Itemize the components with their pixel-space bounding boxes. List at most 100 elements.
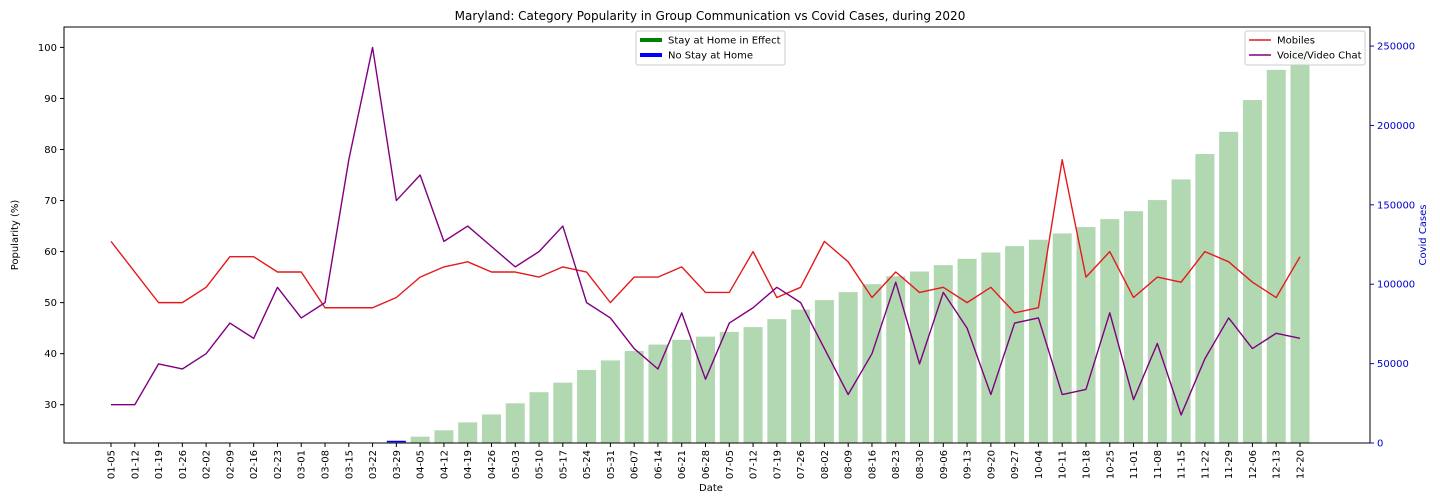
x-tick-label: 11-15 — [1177, 450, 1188, 479]
covid-cases-bar — [886, 276, 906, 443]
x-tick-label: 08-02 — [820, 450, 831, 479]
covid-cases-bar — [672, 339, 692, 443]
x-tick-label: 02-02 — [202, 450, 213, 479]
x-tick-label: 12-06 — [1248, 450, 1259, 479]
x-tick-label: 01-26 — [178, 450, 189, 479]
covid-cases-bar — [719, 331, 739, 443]
left-tick-label: 30 — [44, 400, 57, 411]
x-tick-label: 05-31 — [606, 450, 617, 479]
x-tick-label: 02-23 — [273, 450, 284, 479]
left-tick-label: 70 — [44, 196, 57, 207]
x-tick-label: 01-19 — [154, 450, 165, 479]
x-tick-label: 10-25 — [1105, 450, 1116, 479]
covid-cases-bar — [1005, 246, 1025, 443]
chart-title: Maryland: Category Popularity in Group C… — [455, 9, 966, 23]
covid-cases-bar — [458, 422, 478, 443]
right-tick-label: 100000 — [1377, 280, 1415, 291]
x-tick-label: 01-05 — [107, 450, 118, 479]
covid-cases-bar — [957, 258, 977, 443]
x-tick-label: 05-17 — [558, 450, 569, 479]
covid-cases-bar — [1028, 239, 1048, 443]
covid-cases-bar — [529, 392, 549, 443]
x-tick-label: 08-30 — [915, 450, 926, 479]
x-tick-label: 06-28 — [701, 450, 712, 479]
x-tick-label: 06-21 — [677, 450, 688, 479]
covid-cases-bar — [577, 369, 597, 443]
x-tick-label: 11-22 — [1200, 450, 1211, 479]
x-tick-label: 09-20 — [986, 450, 997, 479]
right-y-axis: 0 50000 100000 150000 200000 250000 — [1370, 42, 1415, 450]
x-tick-label: 11-29 — [1224, 450, 1235, 479]
covid-cases-bar — [1266, 69, 1286, 443]
covid-cases-bar — [1195, 154, 1215, 444]
lines-layer — [110, 46, 1301, 416]
covid-cases-bar — [814, 300, 834, 443]
right-tick-label: 200000 — [1377, 121, 1415, 132]
covid-cases-bar — [1242, 100, 1262, 443]
x-tick-label: 08-09 — [844, 450, 855, 479]
series-line-voice-video-chat — [111, 46, 1301, 416]
x-tick-label: 12-13 — [1272, 450, 1283, 479]
x-tick-label: 03-08 — [321, 450, 332, 479]
plot-area-frame — [63, 26, 1371, 444]
left-tick-label: 40 — [44, 349, 57, 360]
x-tick-label: 05-03 — [511, 450, 522, 479]
covid-cases-bar — [1124, 211, 1144, 443]
covid-cases-bar — [624, 350, 644, 443]
y2-axis-label: Covid Cases — [1418, 204, 1429, 265]
x-tick-label: 11-01 — [1129, 450, 1140, 479]
x-tick-label: 06-14 — [653, 450, 664, 479]
right-tick-label: 150000 — [1377, 200, 1415, 211]
x-tick-label: 09-13 — [963, 450, 974, 479]
covid-cases-bar — [434, 430, 454, 443]
covid-cases-bar — [981, 252, 1001, 443]
left-tick-label: 100 — [38, 43, 57, 54]
right-tick-label: 0 — [1377, 439, 1383, 450]
covid-cases-bar — [767, 319, 787, 443]
x-tick-label: 09-27 — [1010, 450, 1021, 479]
covid-cases-bar — [1147, 200, 1167, 443]
x-tick-label: 07-05 — [725, 450, 736, 479]
left-tick-label: 90 — [44, 94, 57, 105]
covid-cases-bar — [1052, 233, 1072, 443]
x-tick-label: 01-12 — [130, 450, 141, 479]
covid-cases-bar — [838, 292, 858, 443]
covid-cases-bar — [481, 414, 501, 443]
covid-cases-bar — [648, 344, 668, 443]
covid-cases-bar — [505, 403, 525, 443]
x-tick-label: 02-16 — [249, 450, 260, 479]
covid-cases-bar — [933, 265, 953, 443]
x-tick-label: 04-19 — [463, 450, 474, 479]
legend-series: Mobiles Voice/Video Chat — [1244, 30, 1366, 66]
x-tick-label: 03-15 — [344, 450, 355, 479]
y-axis-label: Popularity (%) — [10, 200, 21, 271]
covid-cases-bar — [600, 360, 620, 443]
x-tick-label: 05-24 — [582, 450, 593, 479]
legend-label: Stay at Home in Effect — [668, 36, 781, 47]
covid-cases-bar — [1076, 227, 1096, 443]
legend-frame — [1244, 30, 1366, 66]
left-tick-label: 80 — [44, 145, 57, 156]
x-tick-label: 07-19 — [772, 450, 783, 479]
x-tick-label: 08-23 — [891, 450, 902, 479]
covid-cases-bar — [695, 336, 716, 443]
x-tick-label: 04-26 — [487, 450, 498, 479]
x-tick-label: 07-26 — [796, 450, 807, 479]
x-axis-label: Date — [699, 483, 723, 494]
x-tick-label: 09-06 — [939, 450, 950, 479]
covid-cases-bar — [910, 271, 930, 443]
covid-cases-bar — [1100, 219, 1120, 443]
x-tick-label: 03-29 — [392, 450, 403, 479]
x-axis: 01-05 01-12 01-19 01-26 02-02 02-09 02-16 02-23… — [107, 443, 1307, 479]
x-tick-label: 10-18 — [1081, 450, 1092, 479]
x-tick-label: 11-08 — [1153, 450, 1164, 479]
x-tick-label: 10-04 — [1034, 450, 1045, 479]
legend-stay-at-home: Stay at Home in Effect No Stay at Home — [635, 30, 786, 66]
covid-cases-bar — [1219, 131, 1239, 444]
covid-cases-bar — [862, 284, 882, 443]
covid-cases-bar — [1171, 179, 1191, 443]
covid-cases-bar — [410, 436, 430, 443]
legend-label: Voice/Video Chat — [1277, 51, 1362, 62]
